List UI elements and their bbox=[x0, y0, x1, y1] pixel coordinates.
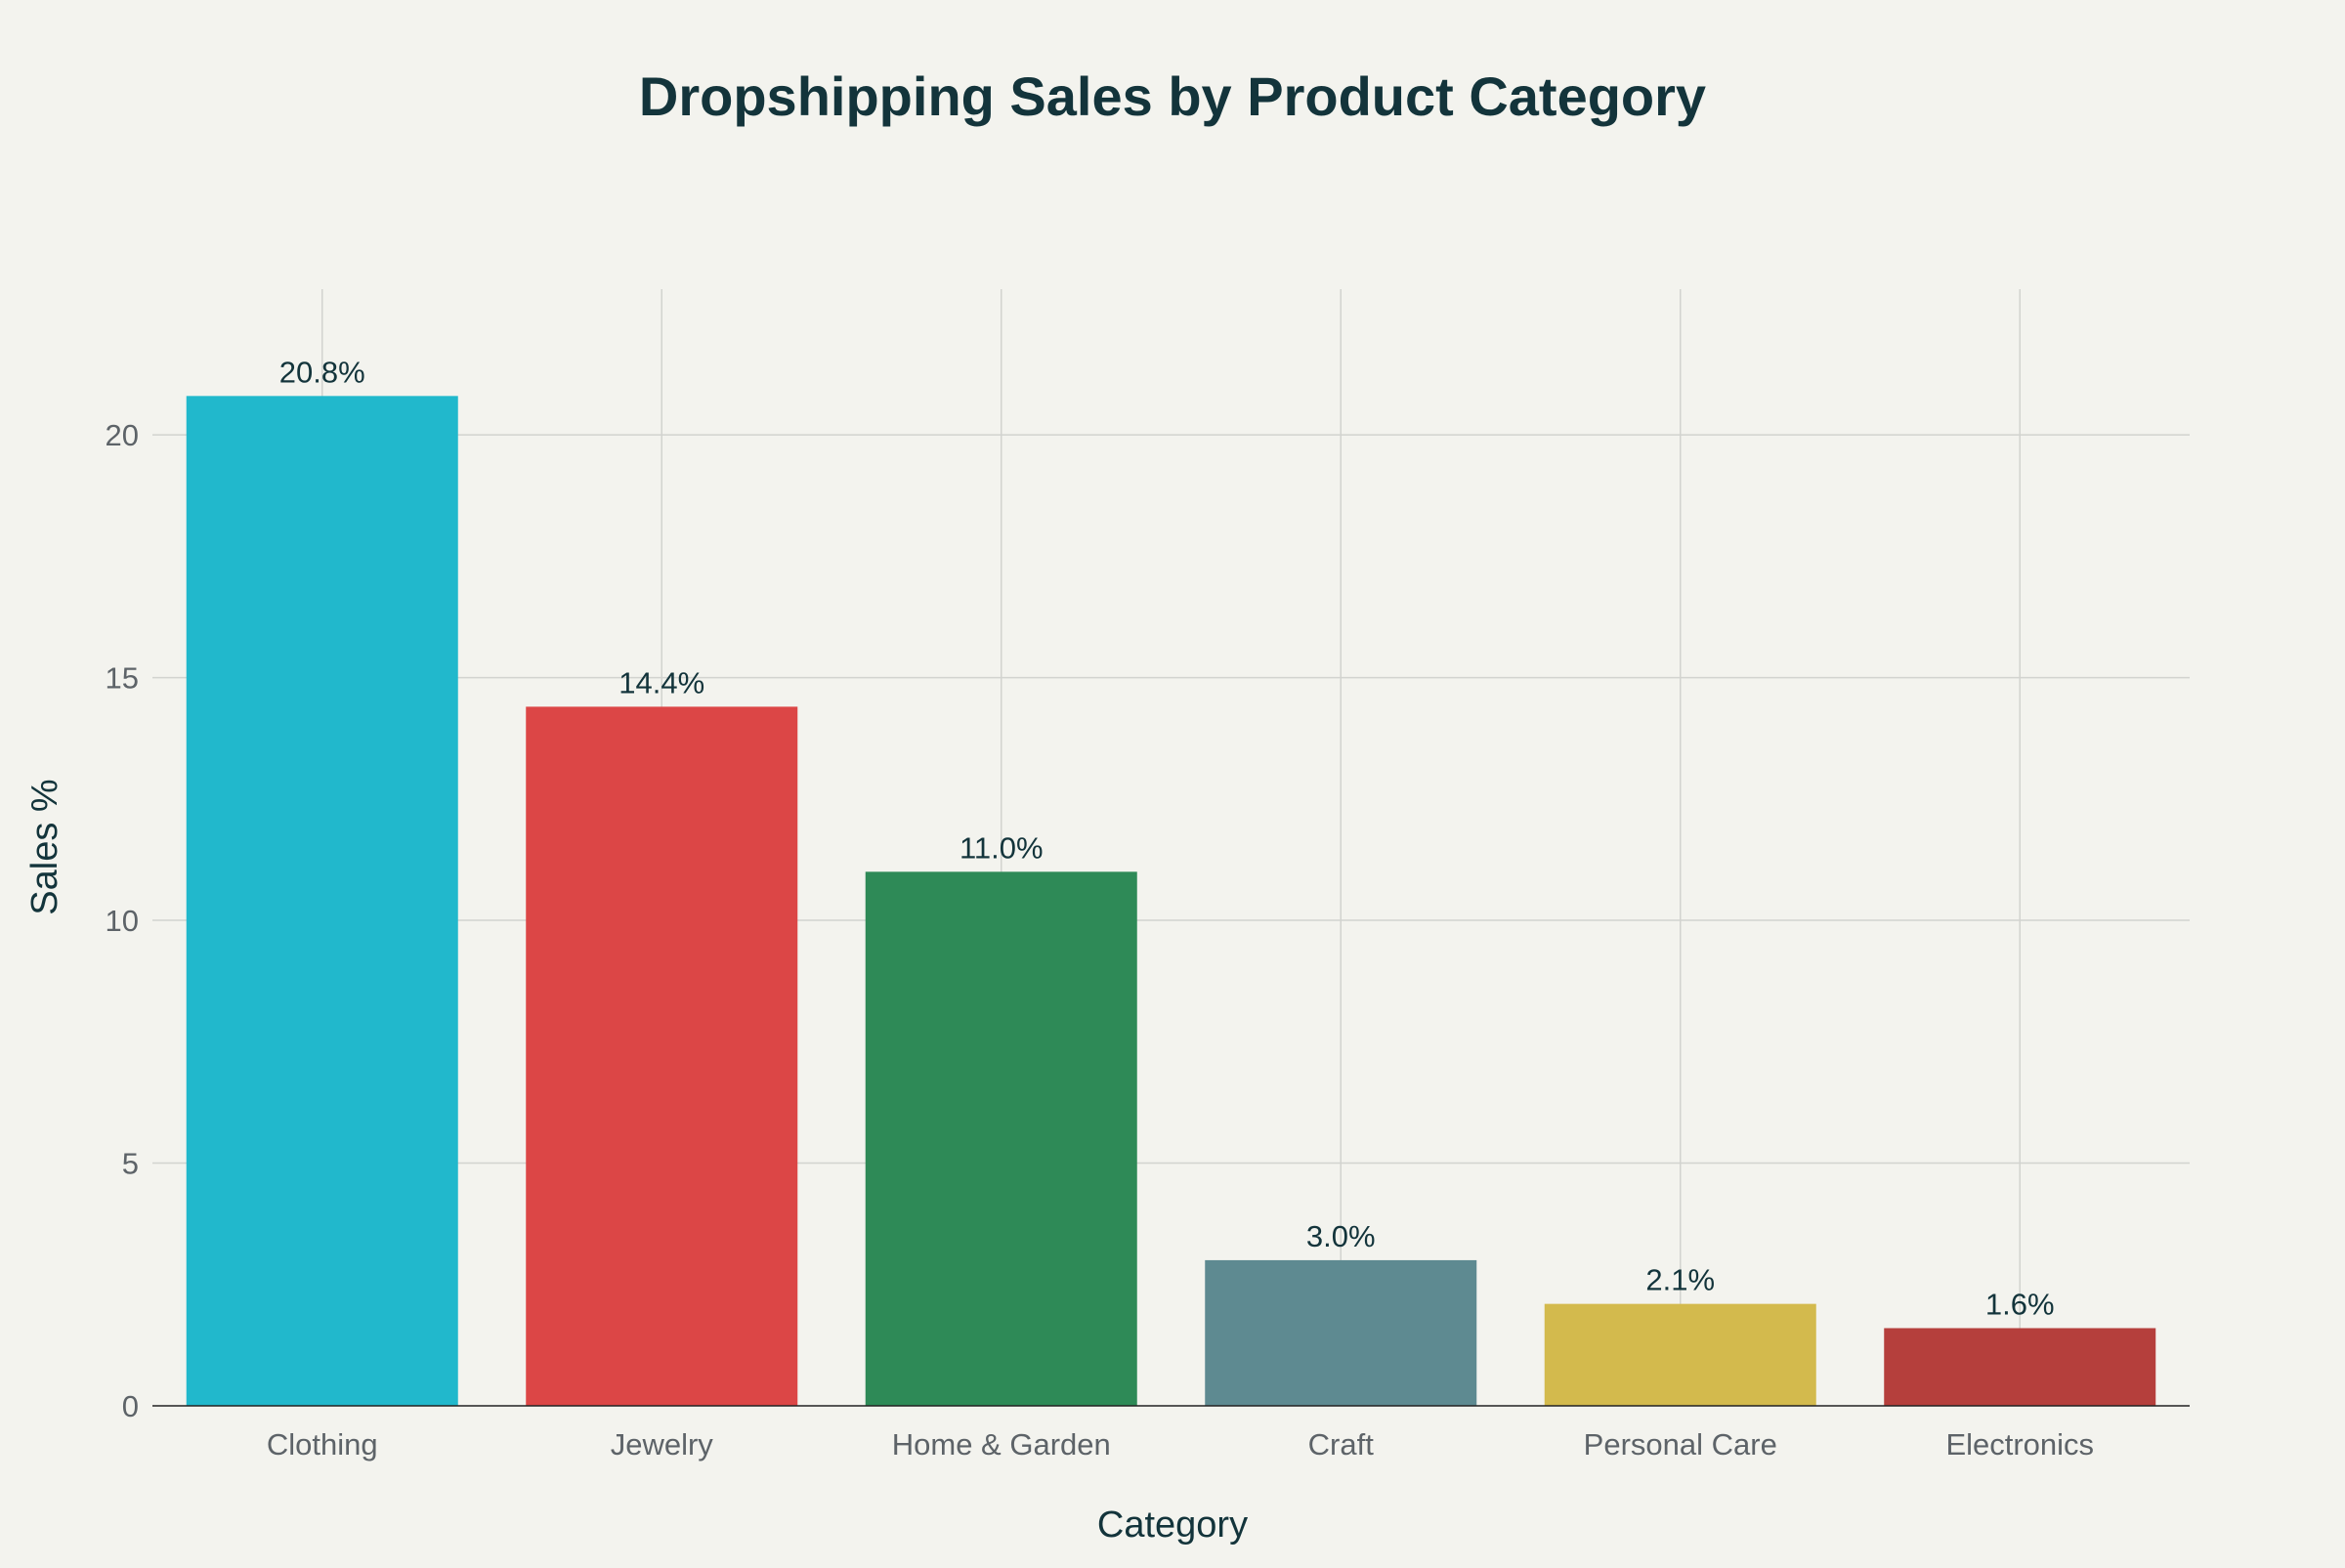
data-label: 11.0% bbox=[959, 830, 1044, 865]
data-label: 2.1% bbox=[1645, 1263, 1715, 1297]
bar-craft bbox=[1205, 1259, 1477, 1406]
chart-title: Dropshipping Sales by Product Category bbox=[639, 65, 1706, 127]
y-tick-label: 20 bbox=[106, 418, 139, 452]
data-label: 1.6% bbox=[1985, 1287, 2055, 1321]
bar-jewelry bbox=[526, 706, 798, 1406]
bars bbox=[186, 396, 2156, 1406]
y-axis-ticks: 0 5 10 15 20 bbox=[106, 418, 139, 1423]
y-tick-label: 5 bbox=[122, 1147, 139, 1181]
y-tick-label: 0 bbox=[122, 1389, 139, 1423]
bar-home-garden bbox=[865, 871, 1137, 1406]
data-label: 3.0% bbox=[1306, 1219, 1376, 1253]
bar-electronics bbox=[1884, 1328, 2156, 1406]
x-tick-label: Electronics bbox=[1945, 1427, 2094, 1462]
y-tick-label: 10 bbox=[106, 904, 139, 938]
y-tick-label: 15 bbox=[106, 661, 139, 696]
x-axis-ticks: Clothing Jewelry Home & Garden Craft Persona… bbox=[267, 1427, 2094, 1462]
data-label: 20.8% bbox=[279, 355, 365, 389]
bar-personal-care bbox=[1544, 1303, 1816, 1406]
y-axis-title: Sales % bbox=[24, 779, 65, 914]
x-tick-label: Clothing bbox=[267, 1427, 378, 1462]
x-tick-label: Home & Garden bbox=[892, 1427, 1111, 1462]
data-label: 14.4% bbox=[618, 665, 704, 699]
data-labels: 20.8% 14.4% 11.0% 3.0% 2.1% 1.6% bbox=[279, 355, 2055, 1321]
x-axis-title: Category bbox=[1097, 1504, 1248, 1546]
x-tick-label: Jewelry bbox=[611, 1427, 714, 1462]
x-tick-label: Craft bbox=[1308, 1427, 1375, 1462]
bar-clothing bbox=[186, 396, 458, 1406]
x-tick-label: Personal Care bbox=[1584, 1427, 1777, 1462]
